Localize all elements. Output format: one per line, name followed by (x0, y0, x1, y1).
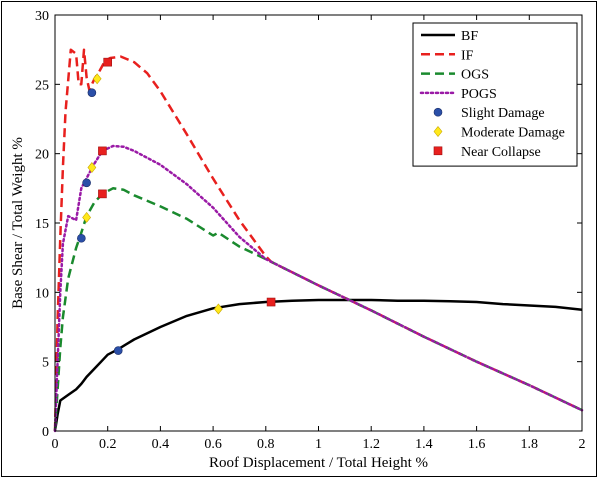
legend-swatch-slight-damage (433, 107, 443, 117)
x-tick-label: 0.4 (152, 437, 170, 452)
marker-slight-damage (82, 178, 91, 188)
x-tick-label: 1.2 (362, 437, 380, 452)
x-tick-label: 1.4 (415, 437, 433, 452)
y-tick-label: 0 (42, 425, 49, 440)
series-layer (53, 48, 584, 433)
legend: BF IF OGS POGS Slight Damage Moderate Damage N… (412, 22, 578, 167)
x-tick-label: 1 (315, 437, 322, 452)
legend-label-bf: BF (461, 29, 478, 44)
legend-swatch-near-collapse (433, 146, 443, 156)
legend-label-ogs: OGS (461, 68, 489, 83)
marker-near-collapse (266, 297, 276, 307)
y-tick-label: 25 (35, 78, 49, 93)
legend-label-slight-damage: Slight Damage (461, 106, 545, 121)
x-tick-label: 0 (52, 437, 59, 452)
marker-moderate-damage (213, 303, 223, 315)
x-tick-label: 0.6 (204, 437, 222, 452)
legend-box (412, 22, 578, 167)
marker-near-collapse (98, 146, 107, 156)
x-axis-label: Roof Displacement / Total Height % (209, 455, 428, 471)
y-tick-label: 30 (35, 9, 49, 24)
x-tick-label: 2 (579, 437, 586, 452)
series-line-pogs (53, 144, 584, 433)
marker-moderate-damage (87, 162, 97, 174)
y-tick-label: 20 (35, 148, 49, 163)
marker-near-collapse (103, 57, 112, 67)
y-tick-label: 5 (42, 356, 49, 371)
marker-moderate-damage (82, 211, 92, 223)
x-tick-label: 0.2 (99, 437, 117, 452)
y-axis: 0 5 10 15 20 25 30 (35, 9, 582, 440)
marker-slight-damage (113, 346, 123, 355)
marker-slight-damage (77, 233, 86, 243)
marker-moderate-damage (92, 73, 102, 85)
y-axis-label: Base Shear / Total Weight % (10, 137, 26, 309)
legend-label-pogs: POGS (461, 87, 497, 102)
marker-near-collapse (98, 189, 107, 199)
series-line-bf (53, 298, 583, 432)
x-tick-label: 1.8 (521, 437, 539, 452)
legend-swatch-moderate-damage (433, 126, 443, 137)
marker-slight-damage (87, 88, 97, 97)
y-tick-label: 10 (35, 286, 49, 301)
y-tick-label: 15 (35, 217, 49, 232)
marker-layer (77, 57, 276, 355)
series-line-ogs (53, 187, 583, 432)
x-axis: 0 0.2 0.4 0.6 0.8 1 1.2 1.4 1.6 1.8 2 (52, 15, 586, 452)
legend-label-if: IF (461, 48, 474, 63)
legend-label-near-collapse: Near Collapse (461, 145, 541, 160)
x-tick-label: 0.8 (257, 437, 275, 452)
x-tick-label: 1.6 (468, 437, 486, 452)
legend-label-moderate-damage: Moderate Damage (461, 126, 565, 141)
